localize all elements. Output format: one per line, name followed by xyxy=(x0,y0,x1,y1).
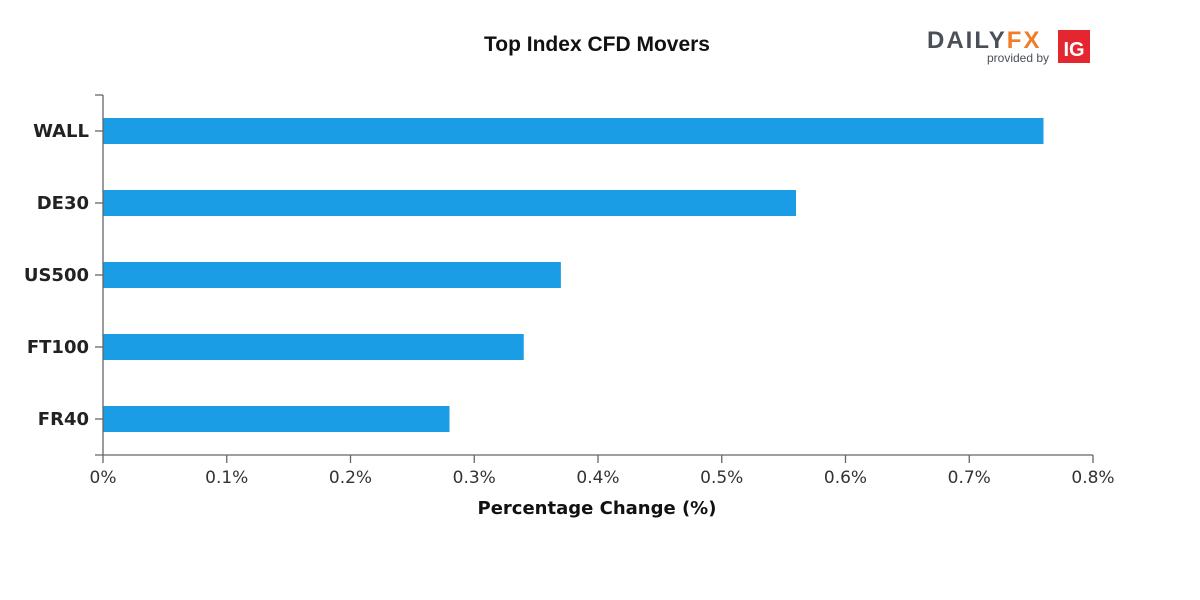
ig-logo-icon xyxy=(1058,30,1090,63)
ig-logo-text: IG xyxy=(1063,39,1084,61)
dailyfx-logo: DAILYFX provided by IG xyxy=(927,27,1090,65)
y-tick-label-ft100: FT100 xyxy=(27,337,89,358)
bar-ft100 xyxy=(103,334,524,360)
x-tick-label: 0.1% xyxy=(205,468,248,488)
logo-brand: DAILYFX xyxy=(927,27,1041,54)
x-tick-label: 0.3% xyxy=(453,468,496,488)
bar-us500 xyxy=(103,262,561,288)
bar-fr40 xyxy=(103,406,450,432)
x-tick-label: 0.8% xyxy=(1071,468,1114,488)
x-tick-label: 0% xyxy=(90,468,117,488)
y-tick-label-fr40: FR40 xyxy=(38,409,89,430)
x-axis-title: Percentage Change (%) xyxy=(478,498,717,519)
y-tick-label-us500: US500 xyxy=(24,265,89,286)
y-tick-label-de30: DE30 xyxy=(37,193,89,214)
logo-brand-dark: DAILY xyxy=(927,27,1007,54)
chart-title: Top Index CFD Movers xyxy=(484,33,710,56)
x-tick-label: 0.6% xyxy=(824,468,867,488)
y-tick-label-wall: WALL xyxy=(33,121,89,142)
x-tick-label: 0.5% xyxy=(700,468,743,488)
x-tick-label: 0.2% xyxy=(329,468,372,488)
x-tick-label: 0.4% xyxy=(576,468,619,488)
logo-tagline: provided by xyxy=(987,51,1049,65)
bar-wall xyxy=(103,118,1044,144)
plot-area: WALL DE30 US500 FT100 FR40 0% 0.1% 0.2% 0.3% 0.4%… xyxy=(24,94,1115,488)
x-tick-label: 0.7% xyxy=(948,468,991,488)
logo-brand-accent: FX xyxy=(1007,27,1042,54)
bar-de30 xyxy=(103,190,796,216)
